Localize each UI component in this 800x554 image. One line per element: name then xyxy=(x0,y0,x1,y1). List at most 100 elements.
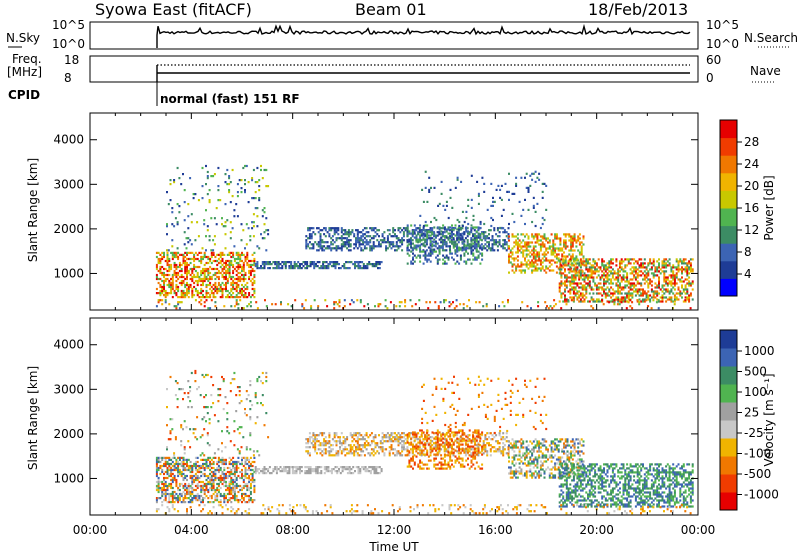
data-cell xyxy=(617,300,620,303)
data-cell xyxy=(205,183,207,186)
data-cell xyxy=(187,257,190,261)
data-cell xyxy=(417,227,420,230)
data-cell xyxy=(185,237,188,240)
data-cell xyxy=(640,262,643,265)
data-cell xyxy=(365,432,368,435)
data-cell xyxy=(189,486,192,490)
data-cell xyxy=(213,452,216,455)
data-cell xyxy=(326,450,329,453)
data-cell xyxy=(307,245,310,248)
data-cell xyxy=(552,249,555,252)
data-cell xyxy=(176,166,179,170)
data-cell xyxy=(184,501,187,504)
data-cell xyxy=(288,470,291,473)
data-cell xyxy=(232,460,235,464)
data-cell xyxy=(316,249,318,252)
data-cell xyxy=(670,270,673,273)
data-cell xyxy=(564,245,567,248)
data-cell xyxy=(225,287,227,291)
data-cell xyxy=(592,260,595,263)
data-cell xyxy=(527,259,530,262)
data-cell xyxy=(253,470,256,474)
data-cell xyxy=(656,266,659,269)
data-cell xyxy=(241,269,243,273)
data-cell xyxy=(344,448,347,451)
data-cell xyxy=(209,271,212,275)
data-cell xyxy=(228,189,231,192)
data-cell xyxy=(164,273,167,277)
data-cell xyxy=(419,246,422,249)
data-cell xyxy=(456,260,459,263)
data-cell xyxy=(529,261,532,264)
data-cell xyxy=(569,270,572,273)
data-cell xyxy=(176,203,179,206)
data-cell xyxy=(159,466,162,470)
data-cell xyxy=(171,492,174,496)
data-cell xyxy=(672,276,675,279)
data-cell xyxy=(324,229,327,232)
data-cell xyxy=(256,181,259,184)
data-cell xyxy=(171,486,174,490)
data-cell xyxy=(210,267,213,271)
data-cell xyxy=(677,268,680,271)
data-cell xyxy=(305,247,308,250)
data-cell xyxy=(331,235,334,238)
data-cell xyxy=(620,262,623,265)
data-cell xyxy=(196,221,199,224)
data-cell xyxy=(622,298,625,301)
data-cell xyxy=(560,282,563,285)
data-cell xyxy=(187,392,190,395)
data-cell xyxy=(688,296,691,299)
data-cell xyxy=(239,289,242,293)
data-cell xyxy=(275,267,278,270)
data-cell xyxy=(633,286,636,289)
data-cell xyxy=(225,462,227,466)
data-cell xyxy=(390,444,393,447)
data-cell xyxy=(363,438,366,441)
data-cell xyxy=(390,440,393,443)
data-cell xyxy=(451,240,453,243)
data-cell xyxy=(475,258,478,261)
data-cell xyxy=(260,402,262,405)
data-cell xyxy=(502,247,505,250)
data-cell xyxy=(248,464,251,468)
data-cell xyxy=(555,271,558,274)
data-cell xyxy=(173,478,176,482)
data-cell xyxy=(246,462,249,466)
data-cell xyxy=(559,237,562,240)
data-cell xyxy=(253,490,256,494)
data-cell xyxy=(666,282,669,285)
data-cell xyxy=(225,275,227,279)
data-cell xyxy=(177,303,180,306)
data-cell xyxy=(340,237,343,240)
data-cell xyxy=(575,241,578,244)
data-cell xyxy=(161,458,164,461)
data-cell xyxy=(161,257,164,261)
data-cell xyxy=(369,470,372,473)
data-cell xyxy=(328,235,331,238)
data-cell xyxy=(191,468,194,472)
data-cell xyxy=(574,274,577,277)
data-cell xyxy=(356,448,359,451)
data-cell xyxy=(583,272,586,275)
data-cell xyxy=(568,253,571,256)
data-cell xyxy=(194,239,197,242)
data-cell xyxy=(191,499,194,502)
data-cell xyxy=(226,470,229,474)
data-cell xyxy=(388,229,391,232)
data-cell xyxy=(216,499,219,502)
data-cell xyxy=(654,274,657,277)
data-cell xyxy=(424,229,427,232)
data-cell xyxy=(334,466,337,469)
data-cell xyxy=(443,235,446,238)
data-cell xyxy=(351,231,354,234)
data-cell xyxy=(658,262,660,265)
data-cell xyxy=(431,227,434,230)
data-cell xyxy=(597,270,600,273)
data-cell xyxy=(199,436,202,439)
data-cell xyxy=(529,184,532,187)
data-cell xyxy=(198,296,201,299)
data-cell xyxy=(275,263,278,266)
data-cell xyxy=(263,466,266,469)
data-cell xyxy=(580,241,583,244)
